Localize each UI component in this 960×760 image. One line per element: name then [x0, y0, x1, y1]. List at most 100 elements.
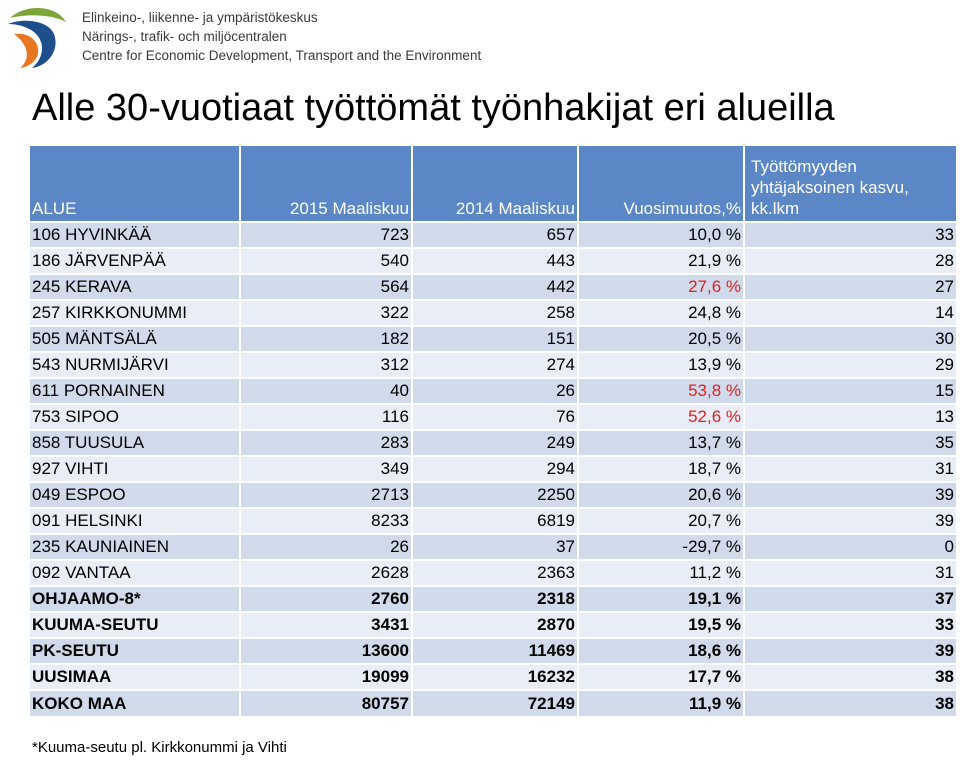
cell-annual-change: 20,5 %	[578, 325, 745, 352]
cell-annual-change: 27,6 %	[578, 273, 745, 300]
cell-2015: 8233	[240, 507, 413, 534]
cell-area: 245 KERAVA	[30, 273, 241, 300]
header-annual-change: Vuosimuutos,%	[578, 146, 745, 222]
table-row: 858 TUUSULA 283 249 13,7 % 35	[30, 429, 956, 456]
cell-2015: 40	[240, 377, 413, 404]
cell-annual-change: 17,7 %	[578, 663, 745, 690]
cell-2015: 564	[240, 273, 413, 300]
cell-annual-change: 24,8 %	[578, 299, 745, 326]
cell-2015: 322	[240, 299, 413, 326]
org-name-english: Centre for Economic Development, Transpo…	[82, 48, 482, 63]
cell-2015: 2713	[240, 481, 413, 508]
cell-area: KOKO MAA	[30, 689, 241, 716]
header-area: ALUE	[30, 146, 241, 222]
cell-2014: 151	[412, 325, 579, 352]
cell-continuous-growth: 31	[744, 559, 956, 586]
cell-2014: 16232	[412, 663, 579, 690]
cell-annual-change: 19,5 %	[578, 611, 745, 638]
table-row: KOKO MAA 80757 72149 11,9 % 38	[30, 689, 956, 716]
cell-2015: 3431	[240, 611, 413, 638]
cell-annual-change: 13,9 %	[578, 351, 745, 378]
cell-2014: 294	[412, 455, 579, 482]
cell-area: 753 SIPOO	[30, 403, 241, 430]
table-row: 106 HYVINKÄÄ 723 657 10,0 % 33	[30, 221, 956, 248]
cell-annual-change: 20,7 %	[578, 507, 745, 534]
cell-2015: 26	[240, 533, 413, 560]
cell-annual-change: 52,6 %	[578, 403, 745, 430]
table-row: KUUMA-SEUTU 3431 2870 19,5 % 33	[30, 611, 956, 638]
cell-2014: 2318	[412, 585, 579, 612]
cell-2014: 26	[412, 377, 579, 404]
cell-area: PK-SEUTU	[30, 637, 241, 664]
cell-area: 091 HELSINKI	[30, 507, 241, 534]
table-header-row: ALUE 2015 Maaliskuu 2014 Maaliskuu Vuosi…	[30, 146, 956, 222]
cell-area: OHJAAMO-8*	[30, 585, 241, 612]
cell-area: 858 TUUSULA	[30, 429, 241, 456]
cell-annual-change: 19,1 %	[578, 585, 745, 612]
cell-continuous-growth: 39	[744, 481, 956, 508]
cell-continuous-growth: 30	[744, 325, 956, 352]
table-row: OHJAAMO-8* 2760 2318 19,1 % 37	[30, 585, 956, 612]
cell-area: 235 KAUNIAINEN	[30, 533, 241, 560]
cell-annual-change: 53,8 %	[578, 377, 745, 404]
cell-area: 049 ESPOO	[30, 481, 241, 508]
cell-annual-change: 18,7 %	[578, 455, 745, 482]
header-2015: 2015 Maaliskuu	[240, 146, 413, 222]
table-row: 505 MÄNTSÄLÄ 182 151 20,5 % 30	[30, 325, 956, 352]
table-row: 611 PORNAINEN 40 26 53,8 % 15	[30, 377, 956, 404]
cell-2014: 442	[412, 273, 579, 300]
cell-continuous-growth: 0	[744, 533, 956, 560]
table-row: 927 VIHTI 349 294 18,7 % 31	[30, 455, 956, 482]
cell-annual-change: 20,6 %	[578, 481, 745, 508]
cell-continuous-growth: 38	[744, 689, 956, 716]
table-row: 186 JÄRVENPÄÄ 540 443 21,9 % 28	[30, 247, 956, 274]
cell-annual-change: 11,9 %	[578, 689, 745, 716]
cell-continuous-growth: 15	[744, 377, 956, 404]
table-row: 245 KERAVA 564 442 27,6 % 27	[30, 273, 956, 300]
cell-2014: 37	[412, 533, 579, 560]
cell-2014: 258	[412, 299, 579, 326]
cell-continuous-growth: 35	[744, 429, 956, 456]
cell-continuous-growth: 29	[744, 351, 956, 378]
cell-annual-change: 21,9 %	[578, 247, 745, 274]
cell-continuous-growth: 13	[744, 403, 956, 430]
table-row: 091 HELSINKI 8233 6819 20,7 % 39	[30, 507, 956, 534]
table-row: 753 SIPOO 116 76 52,6 % 13	[30, 403, 956, 430]
cell-annual-change: -29,7 %	[578, 533, 745, 560]
cell-2015: 13600	[240, 637, 413, 664]
table-row: 235 KAUNIAINEN 26 37 -29,7 % 0	[30, 533, 956, 560]
cell-2014: 2870	[412, 611, 579, 638]
unemployment-table-container: ALUE 2015 Maaliskuu 2014 Maaliskuu Vuosi…	[30, 146, 956, 716]
cell-2015: 283	[240, 429, 413, 456]
cell-2014: 274	[412, 351, 579, 378]
cell-2014: 76	[412, 403, 579, 430]
cell-2015: 2760	[240, 585, 413, 612]
cell-continuous-growth: 14	[744, 299, 956, 326]
header-2014: 2014 Maaliskuu	[412, 146, 579, 222]
table-row: 257 KIRKKONUMMI 322 258 24,8 % 14	[30, 299, 956, 326]
table-row: UUSIMAA 19099 16232 17,7 % 38	[30, 663, 956, 690]
cell-annual-change: 13,7 %	[578, 429, 745, 456]
table-row: 543 NURMIJÄRVI 312 274 13,9 % 29	[30, 351, 956, 378]
cell-area: 543 NURMIJÄRVI	[30, 351, 241, 378]
cell-2014: 443	[412, 247, 579, 274]
cell-continuous-growth: 28	[744, 247, 956, 274]
cell-2015: 540	[240, 247, 413, 274]
cell-continuous-growth: 31	[744, 455, 956, 482]
cell-annual-change: 10,0 %	[578, 221, 745, 248]
cell-2014: 2363	[412, 559, 579, 586]
cell-2015: 349	[240, 455, 413, 482]
cell-area: 927 VIHTI	[30, 455, 241, 482]
organization-name: Elinkeino-, liikenne- ja ympäristökeskus…	[82, 8, 481, 65]
org-name-swedish: Närings-, trafik- och miljöcentralen	[82, 29, 287, 44]
cell-2015: 723	[240, 221, 413, 248]
table-body: 106 HYVINKÄÄ 723 657 10,0 % 33 186 JÄRVENPÄÄ 5…	[30, 221, 956, 716]
cell-area: UUSIMAA	[30, 663, 241, 690]
cell-continuous-growth: 27	[744, 273, 956, 300]
page-title: Alle 30-vuotiaat työttömät työnhakijat e…	[32, 87, 835, 129]
cell-2015: 19099	[240, 663, 413, 690]
cell-area: 186 JÄRVENPÄÄ	[30, 247, 241, 274]
cell-2014: 657	[412, 221, 579, 248]
footnote: *Kuuma-seutu pl. Kirkkonummi ja Vihti	[32, 739, 287, 756]
cell-2014: 6819	[412, 507, 579, 534]
